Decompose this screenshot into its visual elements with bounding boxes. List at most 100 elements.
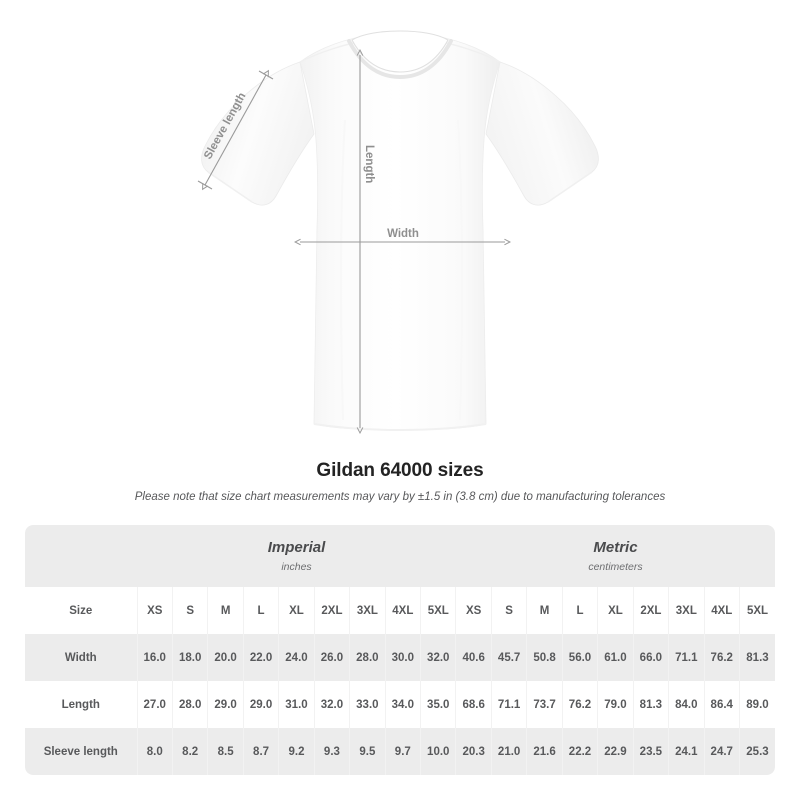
cell-width-metric-s: 45.7 xyxy=(491,634,528,681)
bottom-hem xyxy=(313,423,487,432)
cell-width-imperial-xs: 16.0 xyxy=(137,634,173,681)
tshirt-diagram: Sleeve length Length Width xyxy=(197,30,599,435)
size-header-metric-l: L xyxy=(562,587,599,634)
cell-length-metric-4xl: 86.4 xyxy=(704,681,740,728)
size-header-imperial-2xl: 2XL xyxy=(314,587,351,634)
right-sleeve-hem xyxy=(547,171,593,203)
cell-length-imperial-xs: 27.0 xyxy=(137,681,173,728)
cell-length-metric-5xl: 89.0 xyxy=(739,681,775,728)
collar-opening xyxy=(351,30,449,73)
cell-length-metric-xl: 79.0 xyxy=(597,681,634,728)
cell-sleeve-length-imperial-s: 8.2 xyxy=(172,728,209,775)
table-row: Width 16.0 18.0 20.0 22.0 24.0 26.0 28.0 30.0 32.… xyxy=(25,634,775,681)
cell-length-metric-2xl: 81.3 xyxy=(633,681,670,728)
cell-width-metric-3xl: 71.1 xyxy=(668,634,705,681)
chart-heading: Gildan 64000 sizes Please note that size… xyxy=(0,460,800,504)
cell-width-metric-l: 56.0 xyxy=(562,634,599,681)
size-header-imperial-m: M xyxy=(207,587,244,634)
cell-sleeve-length-imperial-5xl: 10.0 xyxy=(420,728,457,775)
cell-length-imperial-m: 29.0 xyxy=(207,681,244,728)
cell-length-imperial-3xl: 33.0 xyxy=(349,681,386,728)
size-header-metric-xl: XL xyxy=(597,587,634,634)
cell-width-metric-5xl: 81.3 xyxy=(739,634,775,681)
cell-width-metric-m: 50.8 xyxy=(526,634,563,681)
page-title: Gildan 64000 sizes xyxy=(316,460,484,481)
size-header-metric-m: M xyxy=(526,587,563,634)
size-chart-table-container: Imperial inches Metric centimeters Size XS S M L… xyxy=(25,525,775,775)
cell-sleeve-length-imperial-xl: 9.2 xyxy=(278,728,315,775)
unit-system-name: Metric xyxy=(593,539,638,556)
cell-sleeve-length-metric-m: 21.6 xyxy=(526,728,563,775)
size-header-metric-3xl: 3XL xyxy=(668,587,705,634)
size-header-metric-5xl: 5XL xyxy=(739,587,775,634)
size-header-imperial-l: L xyxy=(243,587,280,634)
cell-width-imperial-3xl: 28.0 xyxy=(349,634,386,681)
unit-system-units: centimeters xyxy=(588,561,643,573)
cell-sleeve-length-imperial-2xl: 9.3 xyxy=(314,728,351,775)
size-header-metric-2xl: 2XL xyxy=(633,587,670,634)
size-header-imperial-4xl: 4XL xyxy=(385,587,422,634)
cell-sleeve-length-metric-3xl: 24.1 xyxy=(668,728,705,775)
band-spacer-cell xyxy=(25,525,138,587)
cell-width-metric-2xl: 66.0 xyxy=(633,634,670,681)
cell-length-imperial-s: 28.0 xyxy=(172,681,209,728)
row-label-sleeve-length: Sleeve length xyxy=(25,728,138,775)
product-illustration: Sleeve length Length Width xyxy=(197,30,599,435)
size-header-imperial-s: S xyxy=(172,587,209,634)
cell-length-imperial-4xl: 34.0 xyxy=(385,681,422,728)
cell-sleeve-length-imperial-3xl: 9.5 xyxy=(349,728,386,775)
cell-width-imperial-s: 18.0 xyxy=(172,634,209,681)
cell-sleeve-length-metric-xs: 20.3 xyxy=(455,728,492,775)
unit-system-cell-metric: Metric centimeters xyxy=(455,525,775,587)
cell-width-metric-xs: 40.6 xyxy=(455,634,492,681)
size-header-imperial-xl: XL xyxy=(278,587,315,634)
table-row: Length 27.0 28.0 29.0 29.0 31.0 32.0 33.0 34.0 35… xyxy=(25,681,775,728)
size-header-metric-s: S xyxy=(491,587,528,634)
cell-length-imperial-xl: 31.0 xyxy=(278,681,315,728)
cell-length-metric-l: 76.2 xyxy=(562,681,599,728)
cell-width-imperial-l: 22.0 xyxy=(243,634,280,681)
size-chart-table: Imperial inches Metric centimeters Size XS S M L… xyxy=(25,525,775,775)
fabric-fold-left xyxy=(339,119,346,421)
size-header-imperial-xs: XS xyxy=(137,587,173,634)
length-label: Length xyxy=(363,145,375,183)
size-header-metric-4xl: 4XL xyxy=(704,587,740,634)
width-label: Width xyxy=(387,228,419,240)
row-label-width: Width xyxy=(25,634,138,681)
size-header-imperial-5xl: 5XL xyxy=(420,587,457,634)
size-header-metric-xs: XS xyxy=(455,587,492,634)
cell-sleeve-length-metric-4xl: 24.7 xyxy=(704,728,740,775)
unit-system-band-row: Imperial inches Metric centimeters xyxy=(25,525,775,587)
right-sleeve xyxy=(485,61,599,206)
cell-length-imperial-2xl: 32.0 xyxy=(314,681,351,728)
cell-length-imperial-l: 29.0 xyxy=(243,681,280,728)
cell-length-metric-s: 71.1 xyxy=(491,681,528,728)
row-label-length: Length xyxy=(25,681,138,728)
cell-sleeve-length-metric-2xl: 23.5 xyxy=(633,728,670,775)
measurement-disclaimer: Please note that size chart measurements… xyxy=(134,491,666,503)
cell-width-imperial-4xl: 30.0 xyxy=(385,634,422,681)
cell-width-imperial-m: 20.0 xyxy=(207,634,244,681)
tshirt-garment xyxy=(201,30,599,432)
cell-sleeve-length-imperial-m: 8.5 xyxy=(207,728,244,775)
cell-width-metric-xl: 61.0 xyxy=(597,634,634,681)
cell-length-metric-xs: 68.6 xyxy=(455,681,492,728)
table-row: Sleeve length 8.0 8.2 8.5 8.7 9.2 9.3 9.5 9.7 10.… xyxy=(25,728,775,775)
cell-width-imperial-2xl: 26.0 xyxy=(314,634,351,681)
sleeve-length-tick-top xyxy=(258,70,274,80)
sleeve-length-tick-bottom xyxy=(197,180,213,190)
cell-sleeve-length-imperial-4xl: 9.7 xyxy=(385,728,422,775)
size-column-header: Size xyxy=(25,587,138,634)
unit-system-name: Imperial xyxy=(267,539,326,556)
cell-sleeve-length-metric-s: 21.0 xyxy=(491,728,528,775)
cell-width-imperial-5xl: 32.0 xyxy=(420,634,457,681)
cell-sleeve-length-imperial-xs: 8.0 xyxy=(137,728,173,775)
sleeve-length-arrow xyxy=(202,69,269,191)
unit-system-units: inches xyxy=(281,561,312,573)
cell-length-metric-m: 73.7 xyxy=(526,681,563,728)
fabric-fold-right xyxy=(457,119,464,421)
cell-length-metric-3xl: 84.0 xyxy=(668,681,705,728)
size-header-imperial-3xl: 3XL xyxy=(349,587,386,634)
cell-sleeve-length-metric-5xl: 25.3 xyxy=(739,728,775,775)
cell-sleeve-length-imperial-l: 8.7 xyxy=(243,728,280,775)
